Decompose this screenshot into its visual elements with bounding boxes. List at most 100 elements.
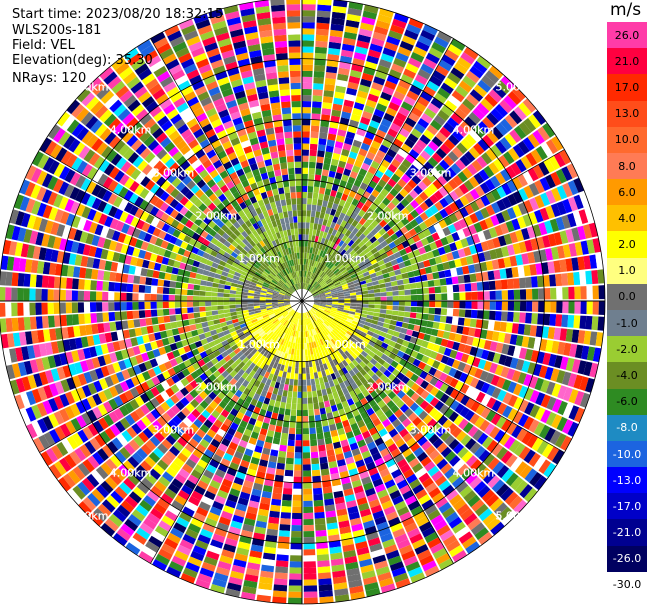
ppi-gate-cell (374, 184, 384, 193)
ppi-gate-cell (176, 371, 186, 381)
ppi-gate-cell (437, 415, 448, 426)
ppi-gate-cell (379, 264, 387, 271)
ppi-gate-cell (253, 298, 260, 301)
ppi-gate-cell (256, 471, 266, 479)
ppi-gate-cell (497, 332, 506, 343)
ppi-gate-cell (329, 284, 336, 289)
ppi-gate-cell (204, 490, 216, 501)
ppi-gate-cell (317, 566, 331, 574)
ppi-gate-cell (254, 325, 262, 331)
ppi-gate-cell (257, 279, 265, 284)
ppi-gate-cell (464, 151, 476, 163)
ppi-gate-cell (119, 417, 131, 430)
ppi-gate-cell (247, 303, 254, 307)
ppi-gate-cell (83, 291, 91, 301)
ppi-gate-cell (344, 295, 351, 299)
ppi-gate-cell (109, 321, 117, 332)
ppi-gate-cell (482, 134, 495, 148)
ppi-gate-cell (344, 253, 352, 261)
ppi-gate-cell (310, 216, 315, 224)
ppi-gate-cell (306, 373, 311, 380)
ppi-gate-cell (458, 418, 469, 430)
ppi-gate-cell (317, 249, 322, 256)
ppi-gate-cell (11, 317, 19, 332)
ppi-gate-cell (174, 494, 187, 506)
ppi-gate-cell (47, 276, 55, 288)
ppi-gate-cell (335, 191, 343, 199)
ppi-gate-cell (405, 62, 419, 74)
ppi-gate-cell (311, 107, 322, 114)
ppi-gate-cell (350, 242, 358, 250)
ppi-gate-cell (557, 341, 566, 355)
ppi-gate-cell (449, 378, 459, 388)
ppi-gate-cell (225, 374, 234, 383)
ppi-gate-cell (205, 296, 212, 301)
ppi-gate-cell (103, 238, 112, 250)
ppi-gate-cell (228, 255, 236, 262)
ppi-gate-cell (194, 485, 206, 496)
ppi-gate-cell (344, 333, 351, 339)
ppi-gate-cell (275, 468, 285, 476)
ppi-gate-cell (292, 494, 302, 501)
ppi-gate-cell (308, 271, 312, 278)
ppi-gate-cell (0, 318, 7, 333)
ppi-gate-cell (303, 597, 318, 604)
ppi-gate-cell (351, 334, 358, 340)
ppi-gate-cell (268, 373, 274, 381)
ppi-gate-cell (316, 389, 323, 397)
ppi-gate-cell (482, 116, 495, 130)
ppi-gate-cell (381, 268, 389, 275)
ppi-gate-cell (460, 52, 475, 65)
ppi-gate-cell (382, 473, 393, 484)
ppi-gate-cell (357, 241, 365, 248)
ppi-gate-cell (404, 306, 411, 312)
ppi-gate-cell (501, 468, 514, 483)
ppi-gate-cell (424, 208, 434, 218)
ppi-gate-cell (192, 296, 200, 301)
ppi-gate-cell (383, 369, 392, 378)
ppi-gate-cell (315, 420, 322, 428)
ppi-gate-cell (278, 316, 284, 322)
ppi-gate-cell (384, 409, 394, 419)
ppi-gate-cell (323, 363, 329, 370)
ppi-gate-cell (374, 25, 389, 36)
ppi-gate-cell (161, 223, 171, 233)
ppi-gate-cell (437, 109, 450, 122)
ppi-gate-cell (457, 463, 470, 476)
ppi-gate-cell (315, 34, 329, 42)
ppi-gate-cell (276, 283, 283, 288)
ppi-gate-cell (334, 594, 350, 603)
ppi-gate-cell (136, 336, 144, 345)
ppi-gate-cell (313, 295, 320, 298)
ppi-gate-cell (356, 90, 369, 99)
ppi-gate-cell (309, 286, 314, 292)
ppi-gate-cell (89, 291, 97, 301)
ppi-gate-cell (278, 280, 284, 286)
ppi-gate-cell (510, 476, 524, 491)
ppi-gate-cell (173, 441, 184, 452)
ppi-gate-cell (483, 165, 495, 178)
ppi-gate-cell (489, 249, 498, 260)
ppi-gate-cell (325, 278, 332, 283)
ppi-gate-cell (302, 46, 314, 53)
ppi-gate-cell (484, 217, 494, 229)
ppi-gate-cell (276, 363, 282, 371)
ppi-gate-cell (352, 428, 362, 437)
ppi-gate-cell (177, 268, 185, 276)
ppi-gate-cell (236, 314, 244, 319)
ppi-gate-cell (495, 140, 507, 154)
ppi-gate-cell (375, 129, 387, 139)
ppi-gate-cell (176, 516, 190, 528)
ppi-gate-cell (199, 301, 206, 307)
ppi-gate-cell (174, 238, 183, 247)
ppi-gate-cell (302, 95, 312, 102)
ppi-gate-cell (371, 37, 385, 47)
ppi-gate-cell (254, 307, 261, 312)
ppi-gate-cell (398, 306, 405, 312)
ppi-gate-cell (476, 102, 490, 116)
ppi-gate-cell (278, 536, 290, 544)
ppi-gate-cell (82, 426, 94, 440)
ppi-gate-cell (420, 91, 433, 102)
ppi-gate-cell (284, 303, 291, 305)
ppi-gate-cell (392, 264, 400, 271)
